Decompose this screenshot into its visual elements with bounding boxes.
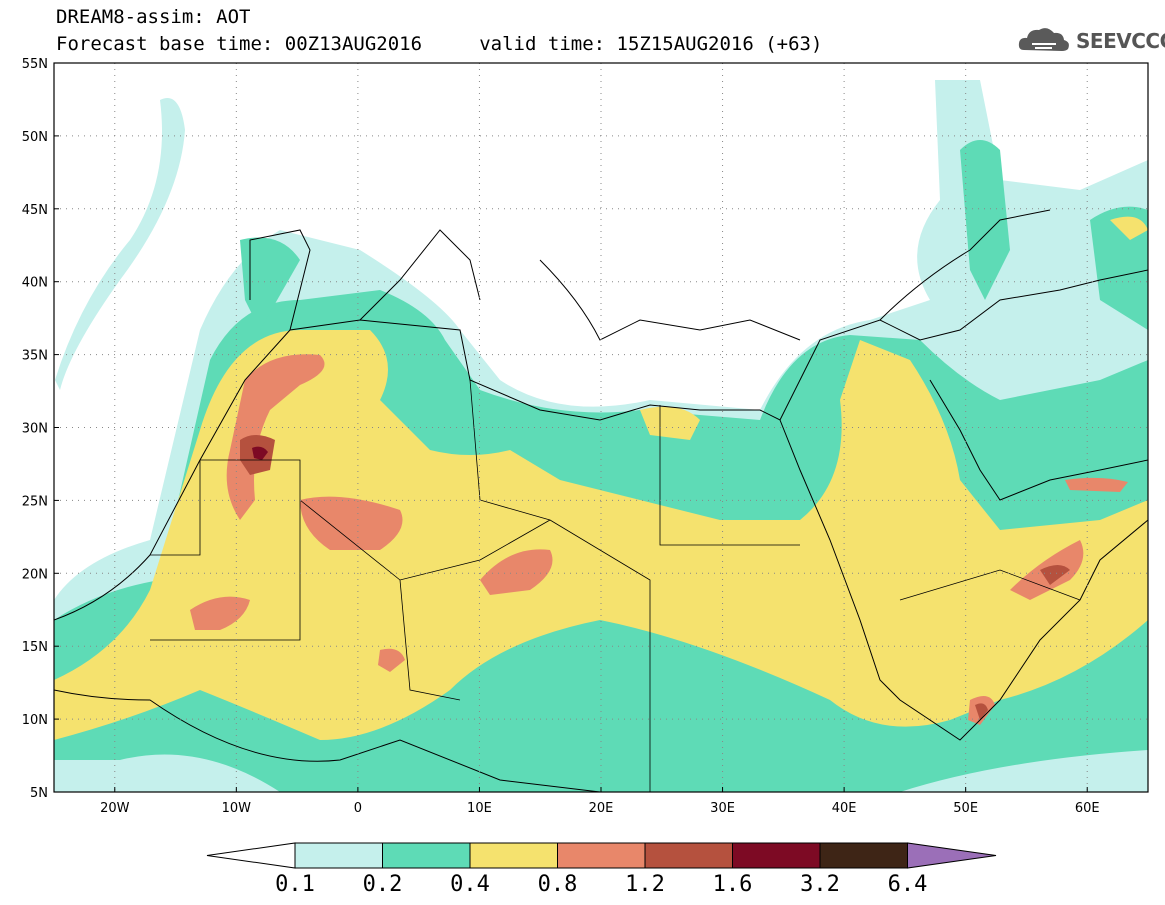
- lat-tick-label: 35N: [22, 349, 48, 364]
- colorbar-label: 1.6: [713, 872, 753, 897]
- lat-tick-label: 15N: [22, 640, 48, 655]
- lon-tick-label: 20W: [100, 801, 130, 816]
- lat-tick-label: 50N: [22, 130, 48, 145]
- lon-tick-label: 10W: [222, 801, 252, 816]
- lat-tick-label: 45N: [22, 203, 48, 218]
- lon-tick-label: 40E: [832, 801, 857, 816]
- lat-lon-grid: [54, 63, 1148, 792]
- colorbar-label: 3.2: [800, 872, 840, 897]
- cloud-icon: [1018, 28, 1069, 51]
- chart-title: DREAM8-assim: AOT: [56, 6, 251, 28]
- lat-tick-label: 20N: [22, 567, 48, 582]
- colorbar-label: 0.8: [538, 872, 578, 897]
- forecast-times: Forecast base time: 00Z13AUG2016 valid t…: [56, 33, 823, 55]
- lat-tick-label: 40N: [22, 276, 48, 291]
- aot-band-0.4: [54, 216, 1148, 740]
- colorbar-label: 0.1: [275, 872, 315, 897]
- colorbar-swatch: [382, 842, 471, 869]
- lat-tick-label: 5N: [30, 786, 48, 801]
- latitude-axis: 55N 50N 45N 40N 35N 30N 25N 20N 15N 10N 5N: [22, 57, 59, 801]
- lon-tick-label: 50E: [953, 801, 978, 816]
- coastlines: [54, 209, 1148, 792]
- lat-tick-label: 25N: [22, 494, 48, 509]
- lat-tick-label: 30N: [22, 422, 48, 437]
- longitude-axis: 20W 10W 0 10E 20E 30E 40E 50E 60E: [100, 787, 1100, 816]
- colorbar-swatch: [732, 842, 821, 869]
- colorbar-label: 6.4: [888, 872, 928, 897]
- country-borders: [150, 379, 1081, 792]
- colorbar-swatch: [819, 842, 908, 869]
- aot-band-1.6: [252, 446, 268, 460]
- lon-tick-label: 10E: [467, 801, 492, 816]
- colorbar-over-arrow: [907, 842, 997, 869]
- lon-tick-label: 60E: [1075, 801, 1100, 816]
- colorbar-label: 0.4: [450, 872, 490, 897]
- colorbar-swatch: [294, 842, 383, 869]
- colorbar-label: 0.2: [363, 872, 403, 897]
- lon-tick-label: 30E: [710, 801, 735, 816]
- lat-tick-label: 10N: [22, 713, 48, 728]
- colorbar-swatch: [469, 842, 558, 869]
- colorbar-under-arrow: [206, 842, 296, 869]
- colorbar-swatch: [557, 842, 646, 869]
- colorbar-swatch: [644, 842, 733, 869]
- colorbar: 0.1 0.2 0.4 0.8 1.2 1.6 3.2 6.4: [206, 842, 997, 897]
- colorbar-label: 1.2: [625, 872, 665, 897]
- lon-tick-label: 0: [354, 801, 362, 816]
- seevccc-logo: SEEVCCC: [1076, 29, 1165, 53]
- lat-tick-label: 55N: [22, 57, 48, 72]
- lon-tick-label: 20E: [589, 801, 614, 816]
